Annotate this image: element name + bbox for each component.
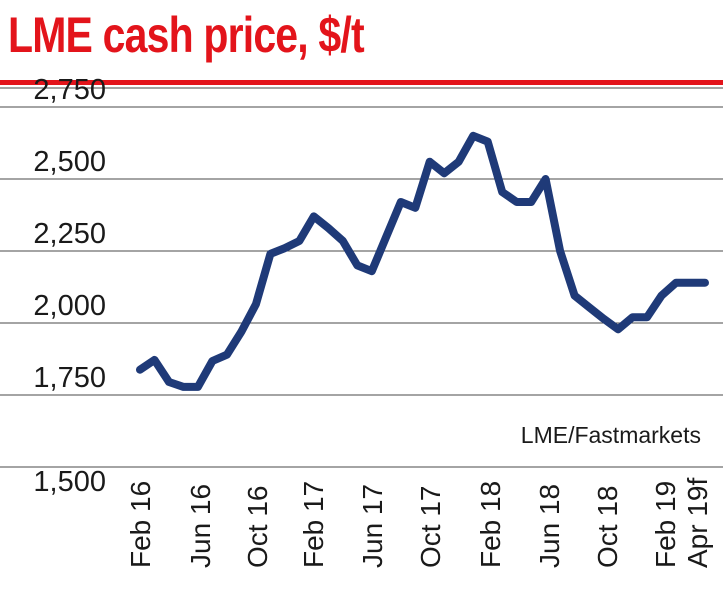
x-tick-label: Jun 17 (357, 484, 388, 568)
y-tick-label: 1,500 (33, 466, 106, 498)
x-tick-label: Feb 18 (475, 481, 506, 568)
x-axis-tick-labels: Feb 16 Jun 16 Oct 16 Feb 17 Jun 17 Oct 17 Feb … (125, 478, 713, 568)
x-tick-label: Apr 19f (682, 478, 713, 568)
x-tick-label: Feb 17 (298, 481, 329, 568)
y-tick-label: 2,750 (33, 74, 106, 106)
source-label: LME/Fastmarkets (520, 422, 701, 448)
x-tick-label: Feb 16 (125, 481, 156, 568)
x-tick-label: Jun 16 (185, 484, 216, 568)
y-tick-label: 1,750 (33, 362, 106, 394)
gridlines (0, 87, 723, 468)
series-line (136, 131, 709, 391)
title-rule (0, 80, 723, 85)
x-tick-label: Oct 18 (592, 486, 623, 568)
x-tick-label: Oct 17 (415, 486, 446, 568)
series-lines (136, 131, 709, 391)
y-axis-tick-labels: 1,500 1,750 2,000 2,250 2,500 2,750 (33, 74, 106, 498)
y-tick-label: 2,500 (33, 146, 106, 178)
x-tick-label: Oct 16 (242, 486, 273, 568)
x-tick-label: Feb 19 (650, 481, 681, 568)
x-tick-label: Jun 18 (534, 484, 565, 568)
y-tick-label: 2,000 (33, 290, 106, 322)
chart-title: LME cash price, $/t (8, 7, 365, 63)
y-tick-label: 2,250 (33, 218, 106, 250)
